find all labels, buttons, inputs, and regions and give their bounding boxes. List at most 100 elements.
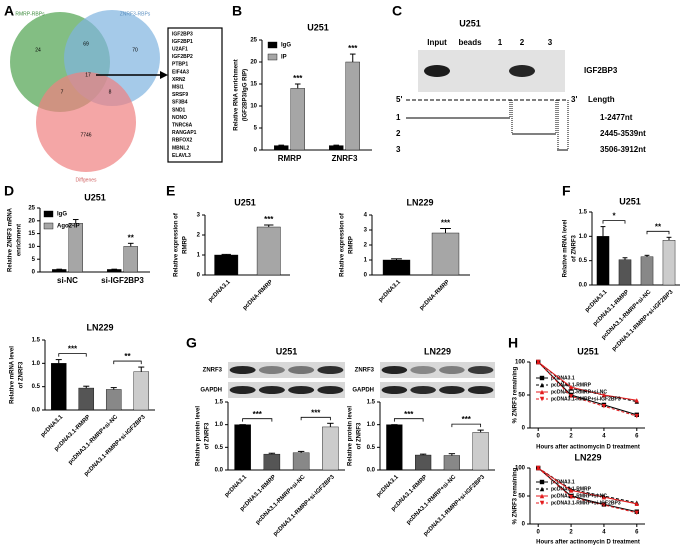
venn-circle [36,72,136,172]
blot-band [439,386,465,394]
construct-range: 2445-3539nt [600,129,646,138]
bar [214,254,239,276]
bar [105,389,122,411]
y-tick-label: 0.5 [367,445,376,451]
legend-swatch [267,41,278,49]
guide-lines [509,100,569,150]
blot-band [317,386,344,394]
x-tick-label: pcDNA3.1-RMRP+si-NC [255,474,307,526]
y-tick-label: 15 [28,231,35,237]
marker [634,413,639,419]
y-tick-label: 0 [32,270,36,276]
bar [123,246,138,273]
x-tick-label: 6 [635,434,639,440]
bar [345,61,360,151]
y-tick-label: 0 [364,273,368,279]
y-axis-label: RMRP [349,236,355,254]
bar [52,269,67,273]
y-axis-label: Relative expression of [174,212,180,277]
venn-count: 8 [109,89,112,95]
marker [536,359,541,365]
x-tick-label: pcDNA-RMRP [242,279,274,311]
venn-set-label: RMRP-RBPs [15,11,45,17]
y-tick-label: 1 [364,258,368,264]
marker [536,465,541,471]
gene-name: EIF4A3 [172,69,189,75]
y-tick-label: 50 [518,393,525,399]
significance: *** [311,408,321,417]
marker [568,394,574,399]
blot-band [258,386,285,394]
legend-marker [539,389,545,395]
arrow-head [160,71,168,79]
lane-label: 3 [548,38,553,47]
legend-marker [539,493,545,499]
legend-marker [539,382,545,388]
marker [568,488,574,493]
legend-label: IgG [281,43,291,49]
x-tick-label: 0 [537,434,541,440]
blot-row-label: GAPDH [352,388,374,394]
panel-label: C [392,3,402,19]
bracket [451,423,482,428]
blot-band [381,366,408,374]
legend-label: IgG [57,212,67,218]
y-axis-label: Relative ZNRF3 mRNA [8,207,14,272]
bar [234,424,251,471]
y-tick-label: 20 [250,60,257,66]
y-tick-label: 15 [250,82,257,88]
y-tick-label: 0.0 [367,468,376,474]
y-axis-label: Relative mRNA level [10,346,16,404]
y-tick-label: 1.0 [215,422,224,428]
venn-count: 69 [83,41,89,47]
significance: *** [404,410,414,419]
y-axis-label: RMRP [183,236,189,254]
gene-name: U2AF1 [172,47,188,53]
x-tick-label: pcDNA3.1 [378,279,403,304]
panel-label: B [232,3,242,19]
venn-count: 70 [132,47,138,53]
legend-marker [539,486,545,492]
significance: *** [441,219,451,228]
x-axis-label: Hours after actinomycin D treatment [536,540,640,546]
x-tick-label: pcDNA3.1-RMRP+si-NC [68,414,120,466]
construct-header: Length [588,95,615,104]
x-tick-label: RMRP [278,154,302,163]
chart-title: U251 [234,197,256,207]
construct-end: 5' [396,95,402,104]
series-line [537,467,637,514]
legend-label: pcDNA3.1-RMRP+si-NC [551,493,607,499]
gene-name: NONO [172,115,187,121]
gene-name: IGF2BP1 [172,39,193,45]
significance: ** [124,352,131,361]
bar [263,453,281,471]
construct-id: 3 [396,145,401,154]
marker [601,392,607,398]
gene-name: SND1 [172,107,186,113]
bar [443,455,460,471]
y-tick-label: 2 [364,243,368,249]
gene-name: PTBP1 [172,62,188,68]
bracket [646,230,670,235]
x-tick-label: pcDNA-RMRP [419,279,451,311]
y-axis-label: % ZNRF3 remaining [513,467,519,524]
significance: *** [253,410,263,419]
x-tick-label: si-NC [57,276,78,285]
series-line [537,467,637,505]
panel-label: A [4,3,14,19]
y-tick-label: 1.5 [215,400,224,406]
blot-title: U251 [276,346,298,356]
y-axis-label: of ZNRF3 [357,422,363,449]
marker [568,494,574,500]
blot-band [229,386,256,394]
marker [634,510,639,515]
y-tick-label: 1.5 [579,210,588,216]
blot [228,362,345,378]
panel-label: H [508,335,518,351]
x-tick-label: 4 [602,530,606,536]
chart-title: U251 [619,196,641,206]
y-tick-label: 5 [32,257,36,263]
y-tick-label: 1.0 [579,234,588,240]
marker [601,502,607,508]
